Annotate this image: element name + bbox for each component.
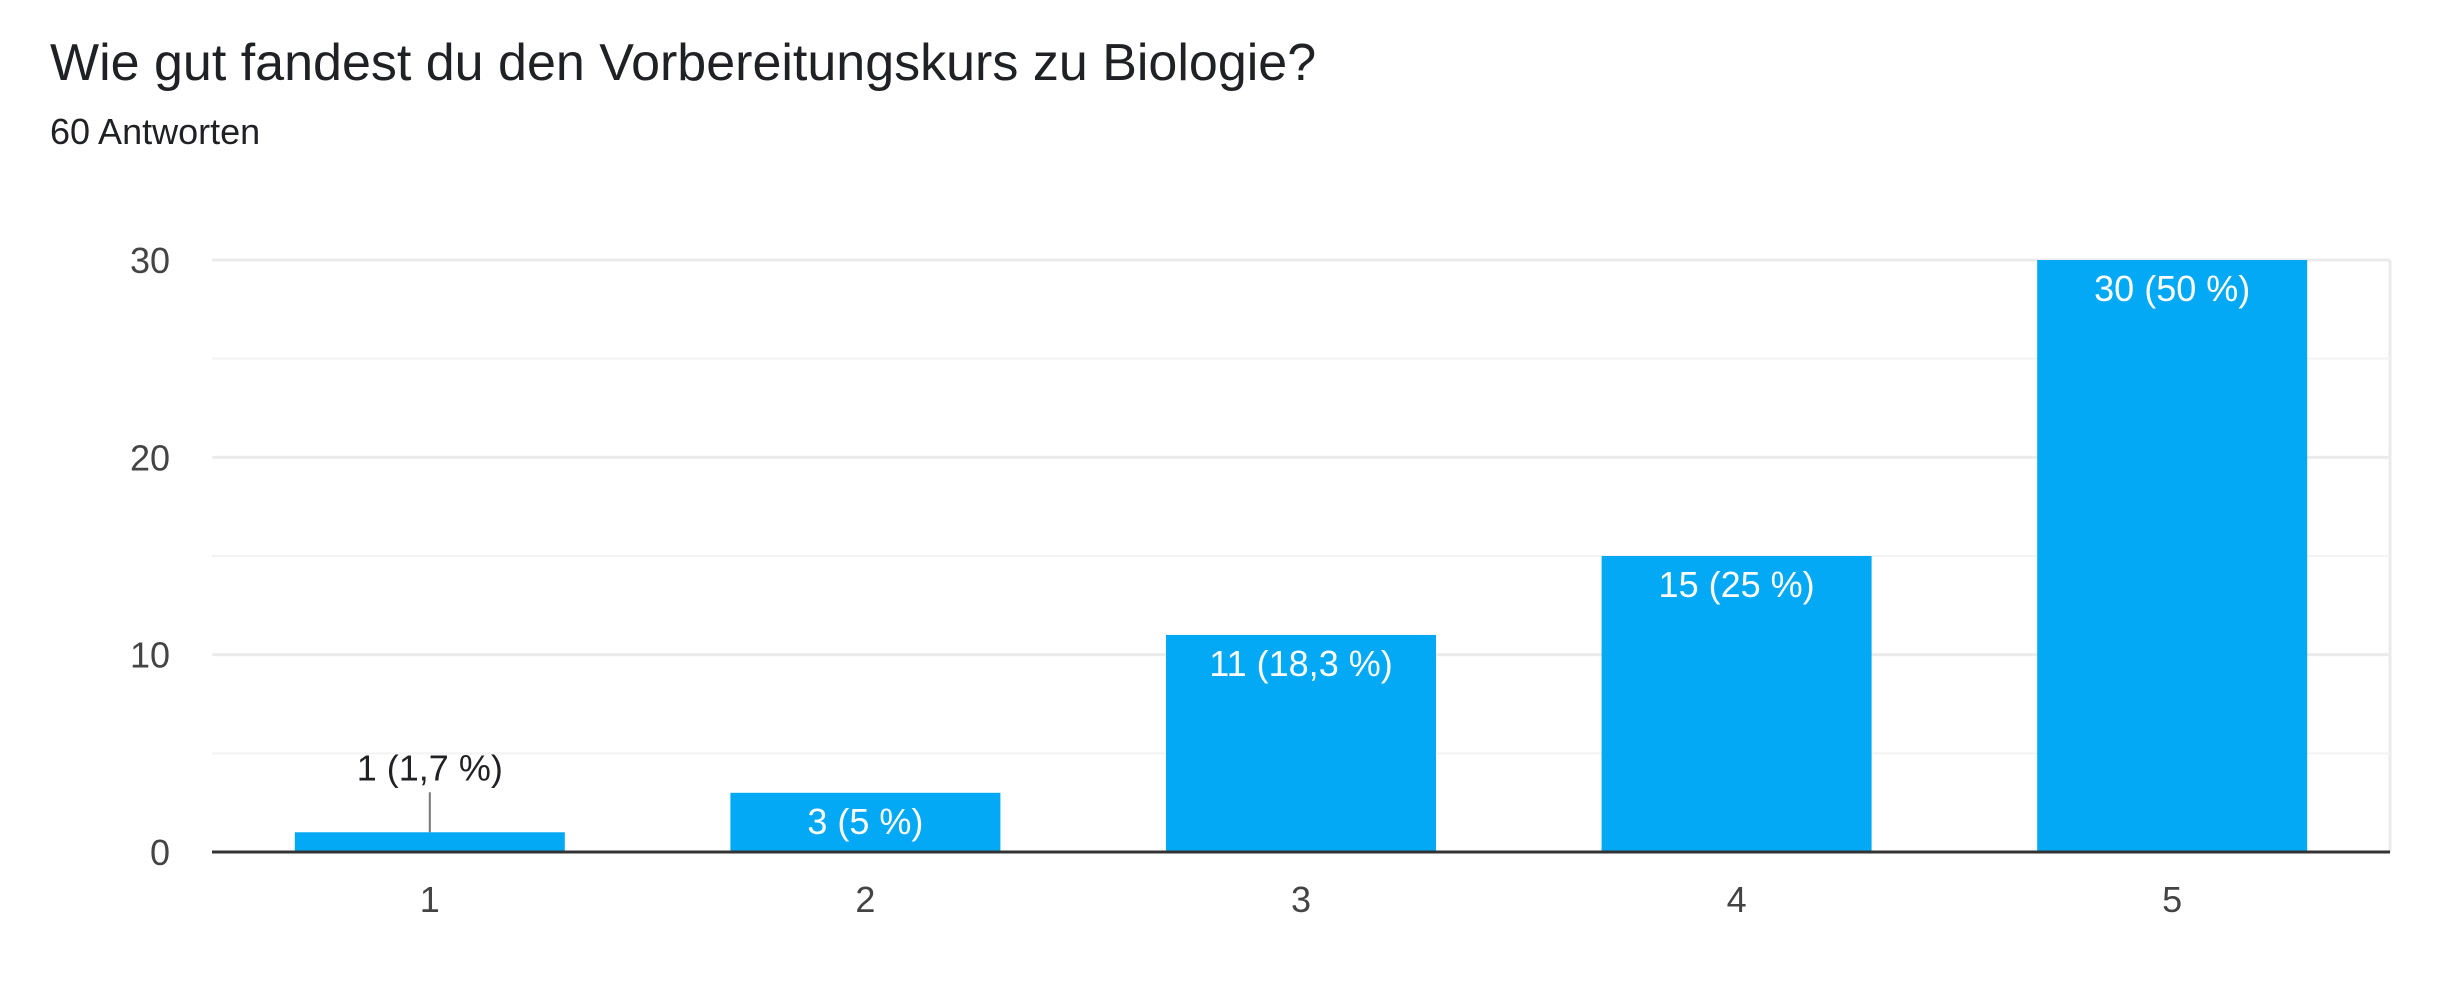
- x-tick-label: 1: [420, 879, 440, 920]
- data-label: 3 (5 %): [807, 801, 923, 842]
- bar-4: [1601, 556, 1872, 852]
- axes: 0 10 20 30 1 2 3 4 5: [130, 240, 2390, 920]
- bar-2: [730, 792, 1001, 852]
- y-tick-label: 20: [130, 437, 170, 478]
- x-tick-label: 3: [1291, 879, 1311, 920]
- data-label: 1 (1,7 %): [357, 747, 503, 788]
- x-tick-label: 5: [2162, 879, 2182, 920]
- bar-1: [294, 832, 565, 852]
- data-label: 15 (25 %): [1659, 564, 1815, 605]
- data-labels: 1 (1,7 %) 3 (5 %) 11 (18,3 %) 15 (25 %) 30 (…: [357, 268, 2250, 842]
- y-tick-label: 10: [130, 635, 170, 676]
- response-count: 60 Antworten: [50, 111, 261, 152]
- bar-5: [2037, 260, 2308, 852]
- bars: [294, 260, 2308, 852]
- x-tick-label: 4: [1727, 879, 1747, 920]
- question-title: Wie gut fandest du den Vorbereitungskurs…: [50, 34, 1317, 92]
- data-label: 30 (50 %): [2094, 268, 2250, 309]
- grid-lines: [212, 258, 2392, 852]
- data-label: 11 (18,3 %): [1209, 643, 1392, 684]
- bar-3: [1166, 634, 1436, 852]
- y-tick-label: 0: [150, 832, 170, 873]
- x-tick-label: 2: [855, 879, 875, 920]
- y-tick-label: 30: [130, 240, 170, 281]
